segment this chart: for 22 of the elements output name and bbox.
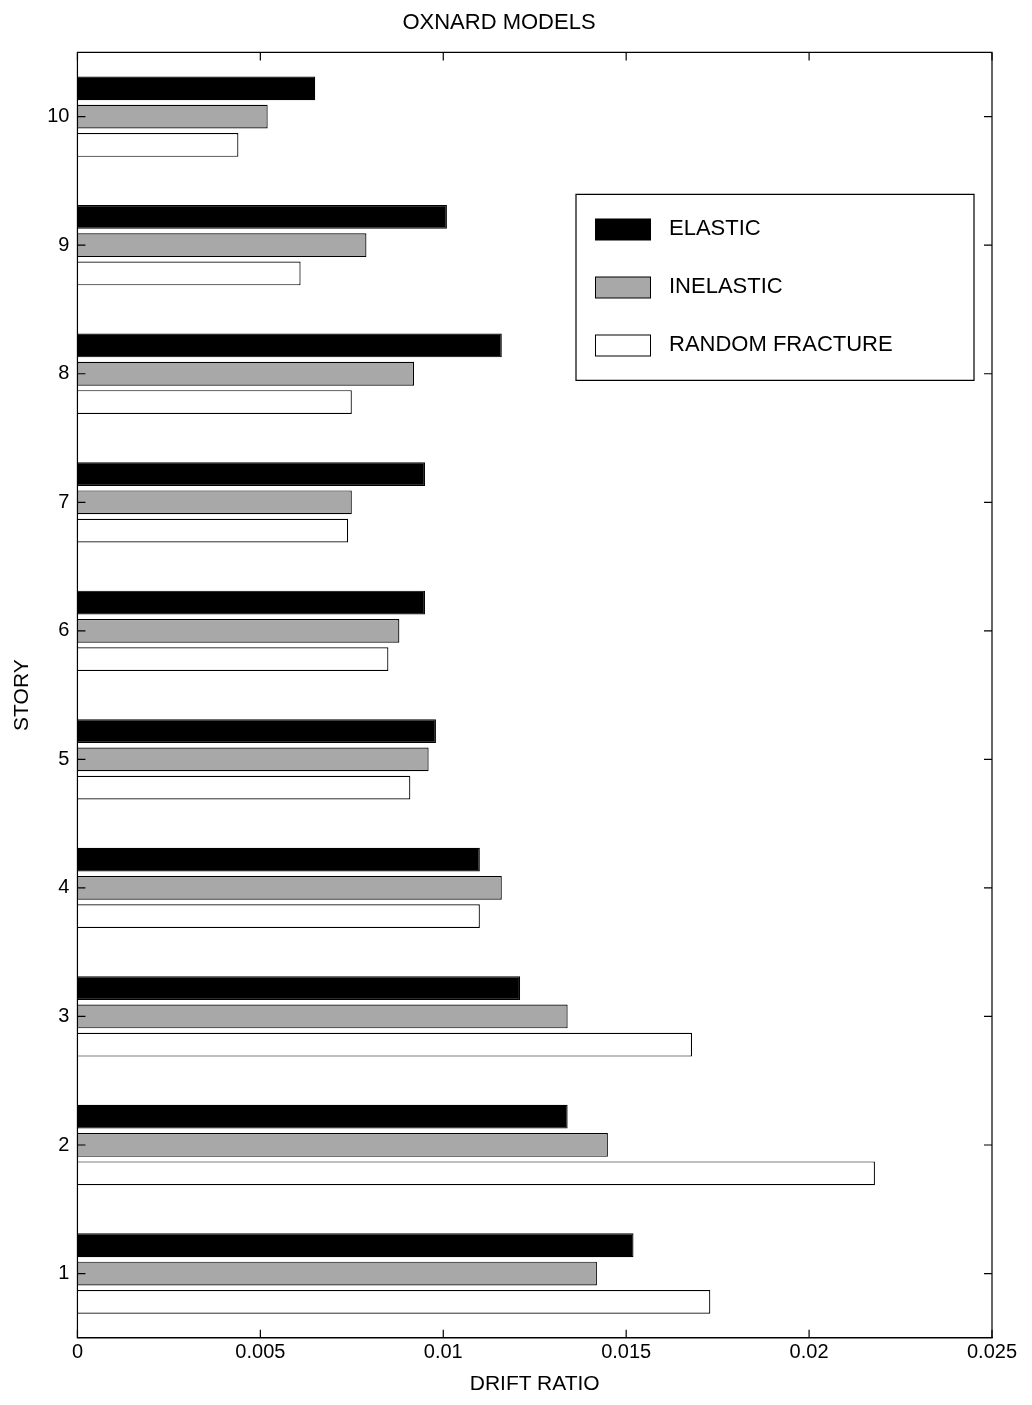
y-tick-label: 4: [58, 875, 70, 898]
y-tick-label: 7: [58, 489, 70, 512]
y-tick-label: 5: [58, 746, 70, 769]
y-axis-title: STORY: [9, 659, 33, 731]
legend-label: INELASTIC: [669, 273, 783, 299]
x-axis-title: DRIFT RATIO: [469, 1371, 600, 1395]
y-tick-label: 8: [58, 361, 70, 384]
legend-label: RANDOM FRACTURE: [669, 331, 893, 357]
y-tick-label: 9: [58, 232, 70, 255]
y-tick-label: 6: [58, 618, 70, 641]
x-tick-label: 0.01: [423, 1340, 463, 1363]
x-tick-label: 0.005: [235, 1340, 286, 1363]
x-tick-label: 0.015: [601, 1340, 652, 1363]
chart-title: OXNARD MODELS: [402, 9, 596, 35]
y-tick-label: 10: [47, 104, 70, 127]
legend-label: ELASTIC: [669, 215, 761, 241]
y-tick-label: 3: [58, 1003, 70, 1026]
x-tick-label: 0: [71, 1340, 84, 1363]
y-tick-label: 2: [58, 1132, 70, 1155]
x-tick-label: 0.02: [789, 1340, 829, 1363]
x-tick-label: 0.025: [966, 1340, 1018, 1363]
y-tick-label: 1: [58, 1261, 70, 1284]
